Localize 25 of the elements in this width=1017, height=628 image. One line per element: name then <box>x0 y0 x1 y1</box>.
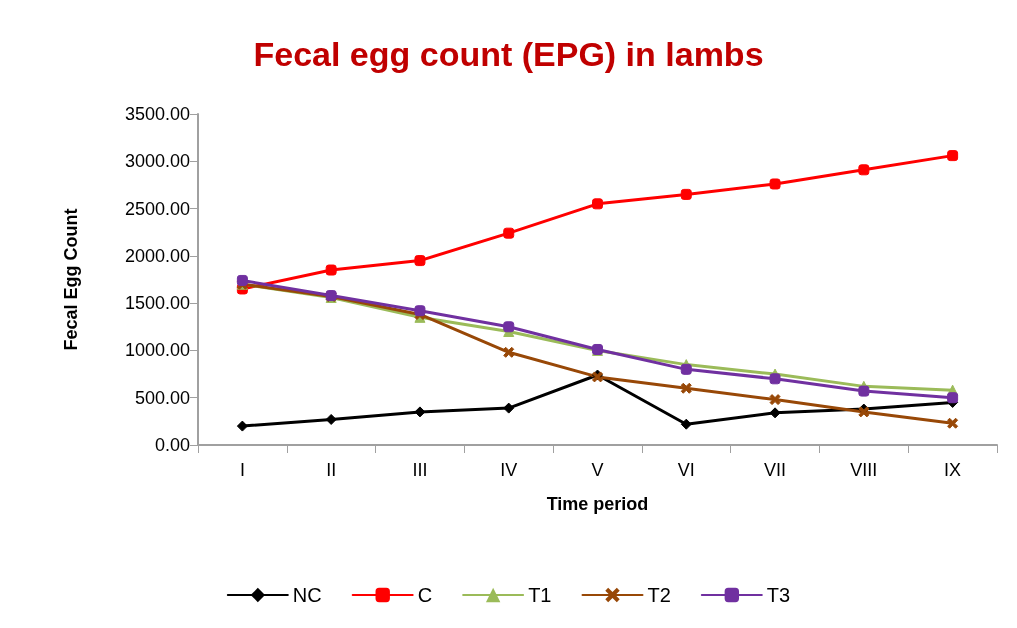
legend-label: C <box>417 584 433 606</box>
x-tick-label: II <box>326 460 337 480</box>
y-tick-label: 1500.00 <box>124 293 190 314</box>
y-tick-label: 3000.00 <box>124 151 190 172</box>
x-tick-label: I <box>239 460 245 480</box>
legend-label: T1 <box>528 584 552 606</box>
chart-title: Fecal egg count (EPG) in lambs <box>253 35 764 73</box>
y-tick-label: 500.00 <box>134 387 190 408</box>
legend-label: T2 <box>647 584 671 606</box>
x-tick-label: V <box>591 460 604 480</box>
y-tick-label: 2500.00 <box>124 198 190 219</box>
x-tick-label: IX <box>944 460 962 480</box>
x-tick-label: VIII <box>850 460 878 480</box>
legend-label: T3 <box>766 584 791 606</box>
legend-label: NC <box>292 584 322 606</box>
x-tick-label: III <box>412 460 428 480</box>
y-tick-label: 3500.00 <box>124 104 190 124</box>
x-axis-title: Time period <box>546 494 649 514</box>
y-tick-label: 0.00 <box>154 435 190 455</box>
x-tick-label: VI <box>677 460 695 480</box>
y-tick-label: 2000.00 <box>124 245 190 266</box>
y-axis-title: Fecal Egg Count <box>61 208 81 351</box>
x-tick-label: VII <box>764 460 787 480</box>
x-tick-label: IV <box>500 460 518 480</box>
y-tick-label: 1000.00 <box>124 340 190 361</box>
